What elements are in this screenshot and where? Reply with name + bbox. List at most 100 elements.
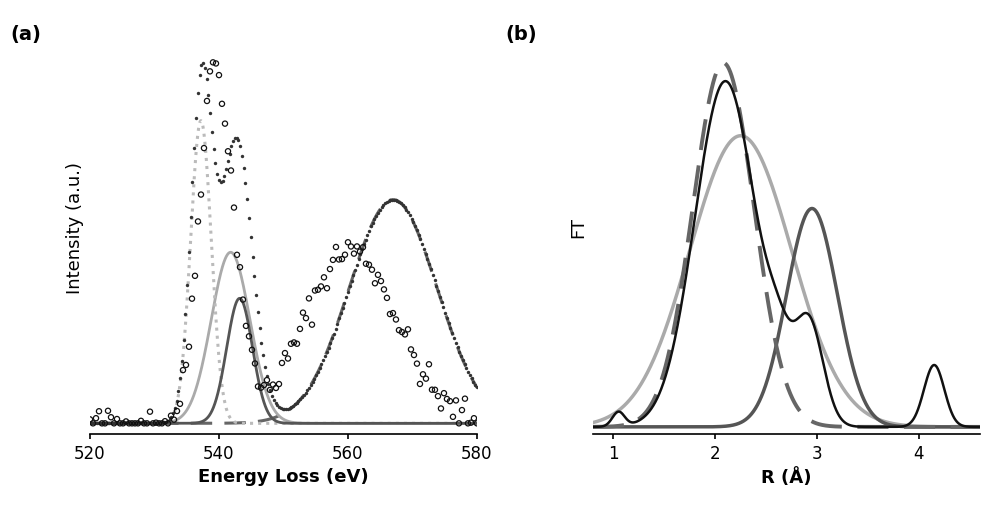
Point xyxy=(299,386,315,394)
Point xyxy=(280,405,296,413)
Y-axis label: FT: FT xyxy=(569,217,587,238)
Point xyxy=(119,420,135,428)
Point xyxy=(135,420,151,428)
Point xyxy=(93,420,109,428)
Point xyxy=(265,381,281,389)
Point xyxy=(183,214,199,222)
Point xyxy=(107,420,123,428)
Point xyxy=(419,255,435,263)
Point xyxy=(163,413,179,421)
Point xyxy=(136,420,152,428)
Point xyxy=(229,251,245,260)
Point xyxy=(158,418,174,426)
Point xyxy=(409,360,425,368)
Point xyxy=(238,322,254,330)
Point xyxy=(109,420,125,428)
Point xyxy=(414,240,430,248)
Point xyxy=(277,349,293,358)
Point xyxy=(137,420,153,428)
Point xyxy=(363,223,379,231)
Point xyxy=(218,166,234,174)
Point xyxy=(402,212,418,220)
Point xyxy=(313,283,329,291)
Point xyxy=(349,261,365,269)
Point xyxy=(444,329,460,337)
Point xyxy=(433,405,449,413)
Point xyxy=(455,357,471,365)
Point xyxy=(388,196,404,205)
Point xyxy=(287,400,303,409)
Point xyxy=(140,420,156,428)
Point xyxy=(247,360,263,368)
Point xyxy=(115,420,131,428)
Point xyxy=(301,384,317,392)
Point xyxy=(144,420,160,428)
Point xyxy=(391,326,407,334)
Point xyxy=(454,406,470,414)
Point xyxy=(411,231,427,239)
Point xyxy=(235,296,251,304)
Point xyxy=(446,334,462,342)
Point xyxy=(418,250,434,258)
Point xyxy=(262,387,278,395)
Point xyxy=(319,285,335,293)
Point xyxy=(334,256,350,264)
Point xyxy=(308,372,324,380)
Point xyxy=(91,420,107,428)
Point xyxy=(328,325,344,333)
Point xyxy=(109,415,125,423)
Point xyxy=(174,358,190,366)
Point xyxy=(451,348,467,356)
Point xyxy=(236,165,252,173)
Point xyxy=(204,129,220,137)
Point xyxy=(147,419,163,427)
Point xyxy=(133,417,149,425)
Point xyxy=(448,396,464,405)
Point xyxy=(167,405,183,413)
X-axis label: R (Å): R (Å) xyxy=(761,468,812,486)
Point xyxy=(458,364,474,372)
Point xyxy=(126,420,142,428)
Point xyxy=(226,204,242,212)
Point xyxy=(400,326,416,334)
Point xyxy=(427,386,443,394)
Point xyxy=(445,413,461,421)
Point xyxy=(469,384,485,392)
Point xyxy=(166,416,182,424)
Point xyxy=(317,352,333,361)
Point xyxy=(453,352,469,360)
Point xyxy=(352,248,368,256)
Point xyxy=(298,315,314,323)
Point xyxy=(304,321,320,329)
Point xyxy=(192,72,208,80)
Point xyxy=(262,386,278,394)
Point xyxy=(187,272,203,280)
Point xyxy=(229,134,245,142)
Point xyxy=(241,333,257,341)
Point xyxy=(361,227,377,235)
Point xyxy=(442,397,458,406)
Point xyxy=(85,420,101,428)
Point xyxy=(82,416,98,424)
Point xyxy=(407,223,423,231)
Point xyxy=(250,383,266,391)
Point xyxy=(205,59,221,67)
Point xyxy=(306,375,322,383)
Point xyxy=(345,272,361,280)
Point xyxy=(358,236,374,244)
Point xyxy=(177,311,193,319)
Point xyxy=(292,395,308,403)
Point xyxy=(89,420,105,428)
Point xyxy=(269,401,285,410)
Point xyxy=(285,402,301,410)
Point xyxy=(388,316,404,324)
Point xyxy=(243,233,259,241)
Point xyxy=(232,264,248,272)
Point xyxy=(184,179,200,187)
Point xyxy=(465,378,481,386)
Point xyxy=(154,419,170,427)
Point xyxy=(379,198,395,207)
Point xyxy=(469,420,485,428)
Point xyxy=(151,420,167,428)
Point xyxy=(278,405,294,413)
